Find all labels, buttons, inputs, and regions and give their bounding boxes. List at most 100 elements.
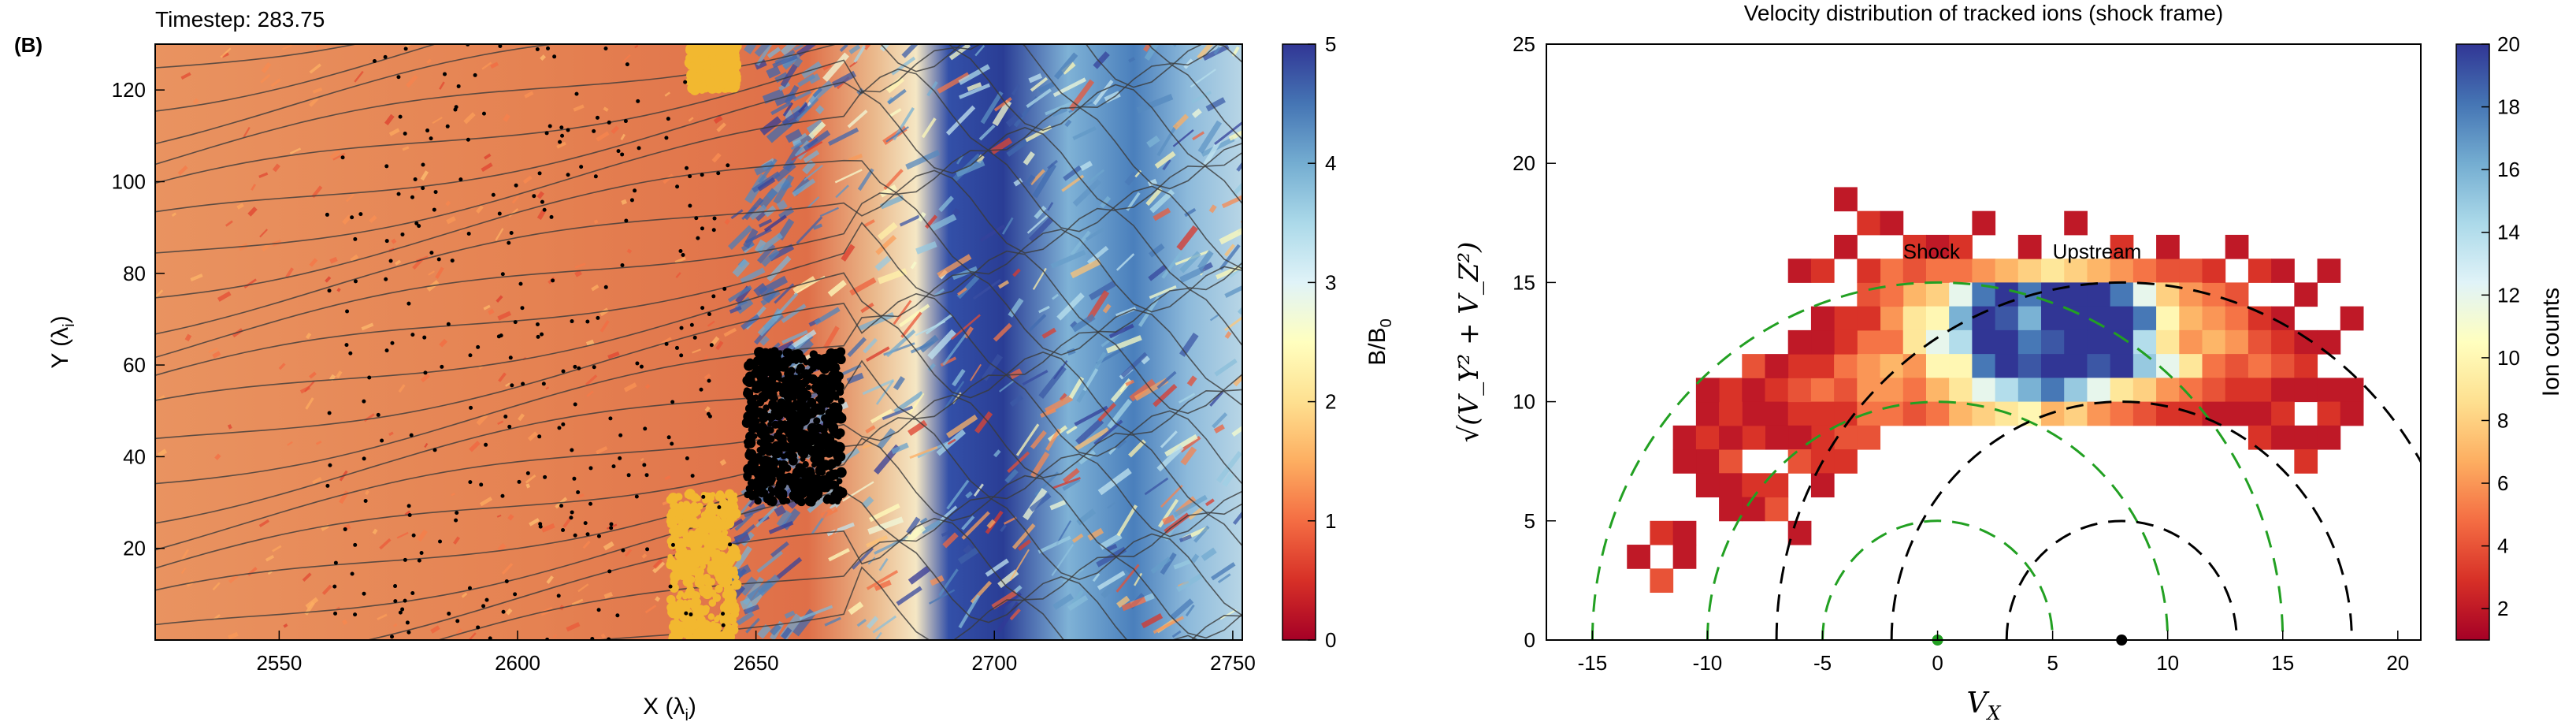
tracked-ion <box>695 635 702 640</box>
field-streak <box>1211 562 1236 581</box>
tracked-ion <box>759 363 767 370</box>
field-streak <box>552 634 557 638</box>
field-streak <box>965 491 973 499</box>
tracked-ion <box>689 612 693 617</box>
field-streak <box>919 517 928 524</box>
field-streak <box>755 210 766 221</box>
field-streak <box>759 116 782 136</box>
field-streak <box>329 256 338 264</box>
left-y-tick-label: 20 <box>123 537 146 560</box>
field-streak <box>228 631 239 640</box>
field-streak <box>780 63 798 87</box>
histogram-bin <box>2248 354 2272 378</box>
histogram-bin <box>1857 425 1881 450</box>
histogram-bin <box>2110 378 2134 403</box>
tracked-ion <box>750 421 760 430</box>
histogram-bin <box>2271 378 2295 403</box>
field-streak <box>1235 131 1242 141</box>
field-streak <box>1148 243 1165 258</box>
tracked-ion <box>732 58 738 64</box>
left-colorbar-tick-label: 2 <box>1325 390 1336 414</box>
tracked-ion <box>699 585 709 595</box>
right-y-tick-label: 25 <box>1513 32 1535 56</box>
field-streak <box>1201 139 1222 169</box>
field-streak <box>1242 434 1258 445</box>
tracked-ion <box>500 493 505 498</box>
field-streak <box>905 149 941 170</box>
tracked-ion <box>819 354 830 364</box>
tracked-ion <box>688 539 697 549</box>
tracked-ion <box>609 526 614 530</box>
field-streak <box>566 622 581 632</box>
field-streak <box>734 512 754 531</box>
right-x-tick-label: -5 <box>1813 651 1832 675</box>
tracked-ion <box>666 117 670 121</box>
tracked-ion <box>814 432 821 439</box>
histogram-bin <box>1949 329 1973 355</box>
field-streak <box>955 159 985 177</box>
field-streak <box>1217 573 1231 584</box>
field-streak <box>742 576 764 605</box>
shock-annotation: Shock <box>1903 240 1961 263</box>
field-streak <box>802 159 816 175</box>
histogram-bin <box>1742 425 1765 450</box>
field-streak <box>869 503 900 523</box>
field-map <box>155 44 1258 640</box>
histogram-bin <box>1834 187 1858 212</box>
histogram-bin <box>2202 354 2226 378</box>
right-colorbar <box>2455 43 2490 641</box>
histogram-bin <box>2064 354 2088 378</box>
field-streak <box>798 102 808 114</box>
tracked-ion <box>774 383 781 390</box>
field-streak <box>893 106 915 141</box>
tracked-ion <box>333 560 338 565</box>
field-streak <box>1221 191 1242 209</box>
field-streak <box>481 61 492 70</box>
field-streak <box>603 591 613 599</box>
tracked-ion <box>672 503 680 512</box>
field-streak <box>468 632 477 640</box>
field-streak <box>497 420 504 425</box>
histogram-bin <box>1857 306 1881 331</box>
histogram-bin <box>1995 282 2019 307</box>
field-streak <box>758 218 773 228</box>
tracked-ion <box>807 422 818 434</box>
field-streak <box>1197 44 1216 60</box>
tracked-ion <box>540 199 544 204</box>
field-streak <box>652 560 666 574</box>
field-streak <box>490 61 499 69</box>
tracked-ion <box>585 532 590 537</box>
field-streak <box>1204 498 1215 507</box>
histogram-bin <box>1902 306 1927 331</box>
field-streak <box>432 117 443 125</box>
right-colorbar-tick-label: 2 <box>2497 597 2508 620</box>
field-streak <box>948 44 971 61</box>
field-streak <box>736 494 757 519</box>
left-x-tick-label: 2700 <box>971 651 1017 675</box>
field-streak <box>350 254 359 262</box>
tracked-ion <box>552 54 557 59</box>
tracked-ion <box>700 226 704 231</box>
right-y-tick-label: 10 <box>1513 390 1535 414</box>
field-streak <box>766 65 781 79</box>
field-streak <box>791 140 823 162</box>
field-streak <box>880 195 904 210</box>
field-streak <box>1164 434 1198 457</box>
histogram-bin <box>2064 378 2088 403</box>
field-streak <box>1213 46 1221 55</box>
tracked-ion <box>443 72 447 76</box>
tracked-ion <box>805 385 812 391</box>
field-streak <box>562 517 572 528</box>
field-streak <box>747 579 774 601</box>
tracked-ion <box>836 478 843 485</box>
field-streak <box>815 105 825 114</box>
histogram-bin <box>1627 545 1650 569</box>
field-streak <box>970 363 982 381</box>
tracked-ion <box>569 515 573 520</box>
tracked-ion <box>700 306 705 311</box>
field-streak <box>782 102 793 117</box>
histogram-bin <box>1925 282 1950 307</box>
field-streak <box>1023 151 1035 166</box>
magnetic-field-line <box>155 44 1227 69</box>
tracked-ion <box>664 136 669 140</box>
